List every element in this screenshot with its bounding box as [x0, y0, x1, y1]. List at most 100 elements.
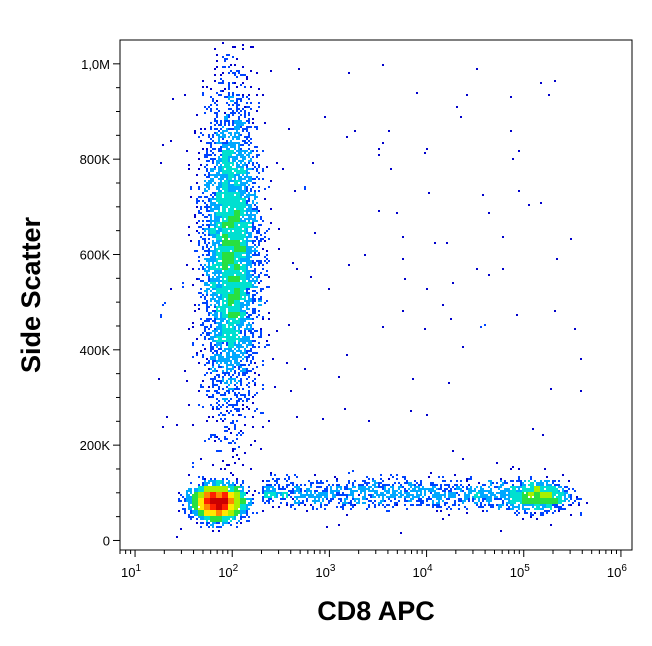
event-dot — [262, 248, 264, 250]
event-dot — [326, 526, 328, 528]
event-dot — [230, 134, 232, 136]
event-dot — [206, 274, 208, 276]
event-dot — [222, 166, 224, 168]
event-dot — [218, 156, 220, 158]
event-dot — [192, 424, 194, 426]
event-dot — [248, 246, 250, 248]
event-dot — [514, 512, 516, 514]
event-dot — [552, 482, 554, 484]
event-dot — [196, 488, 198, 490]
event-dot — [578, 498, 580, 500]
event-dot — [214, 312, 216, 314]
event-dot — [486, 494, 488, 496]
event-dot — [250, 354, 252, 356]
event-dot — [250, 126, 252, 128]
event-dot — [246, 318, 248, 320]
event-dot — [542, 484, 544, 486]
event-dot — [362, 486, 364, 488]
event-dot — [290, 504, 292, 506]
event-dot — [248, 314, 250, 316]
event-dot — [198, 278, 200, 280]
event-dot — [196, 278, 198, 280]
event-dot — [232, 358, 234, 360]
event-dot — [408, 482, 410, 484]
event-dot — [234, 112, 236, 114]
event-dot — [282, 168, 284, 170]
event-dot — [160, 316, 162, 318]
event-dot — [418, 494, 420, 496]
event-dot — [384, 506, 386, 508]
event-dot — [224, 430, 226, 432]
event-dot — [466, 488, 468, 490]
event-dot — [210, 122, 212, 124]
event-dot — [496, 504, 498, 506]
event-dot — [212, 180, 214, 182]
event-dot — [184, 370, 186, 372]
event-dot — [248, 140, 250, 142]
event-dot — [200, 522, 202, 524]
event-dot — [228, 96, 230, 98]
event-dot — [260, 296, 262, 298]
event-dot — [216, 370, 218, 372]
event-dot — [458, 498, 460, 500]
event-dot — [432, 494, 434, 496]
event-dot — [224, 398, 226, 400]
event-dot — [468, 500, 470, 502]
event-dot — [508, 508, 510, 510]
event-dot — [288, 476, 290, 478]
event-dot — [214, 344, 216, 346]
event-dot — [234, 516, 236, 518]
event-dot — [228, 210, 230, 212]
event-dot — [352, 492, 354, 494]
event-dot — [218, 408, 220, 410]
event-dot — [466, 498, 468, 500]
event-dot — [452, 494, 454, 496]
event-dot — [562, 508, 564, 510]
event-dot — [426, 498, 428, 500]
event-dot — [250, 328, 252, 330]
event-dot — [250, 350, 252, 352]
event-dot — [250, 234, 252, 236]
event-dot — [256, 292, 258, 294]
event-dot — [258, 166, 260, 168]
event-dot — [198, 158, 200, 160]
event-dot — [248, 122, 250, 124]
event-dot — [192, 466, 194, 468]
event-dot — [212, 310, 214, 312]
event-dot — [210, 154, 212, 156]
event-dot — [248, 264, 250, 266]
event-dot — [214, 68, 216, 70]
event-dot — [504, 490, 506, 492]
event-dot — [216, 108, 218, 110]
event-dot — [246, 336, 248, 338]
event-dot — [248, 200, 250, 202]
event-dot — [502, 496, 504, 498]
event-dot — [348, 72, 350, 74]
event-dot — [266, 500, 268, 502]
event-dot — [248, 196, 250, 198]
event-dot — [256, 206, 258, 208]
event-dot — [348, 482, 350, 484]
event-dot — [488, 498, 490, 500]
event-dot — [244, 350, 246, 352]
event-dot — [254, 194, 256, 196]
event-dot — [244, 184, 246, 186]
event-dot — [258, 346, 260, 348]
event-dot — [394, 490, 396, 492]
event-dot — [238, 190, 240, 192]
event-dot — [208, 184, 210, 186]
event-dot — [570, 494, 572, 496]
event-dot — [310, 276, 312, 278]
event-dot — [226, 382, 228, 384]
event-dot — [520, 482, 522, 484]
event-dot — [216, 522, 218, 524]
event-dot — [216, 206, 218, 208]
event-dot — [378, 496, 380, 498]
event-dot — [228, 188, 230, 190]
event-dot — [238, 176, 240, 178]
event-dot — [244, 370, 246, 372]
event-dot — [296, 476, 298, 478]
event-dot — [214, 316, 216, 318]
event-dot — [436, 502, 438, 504]
event-dot — [250, 330, 252, 332]
